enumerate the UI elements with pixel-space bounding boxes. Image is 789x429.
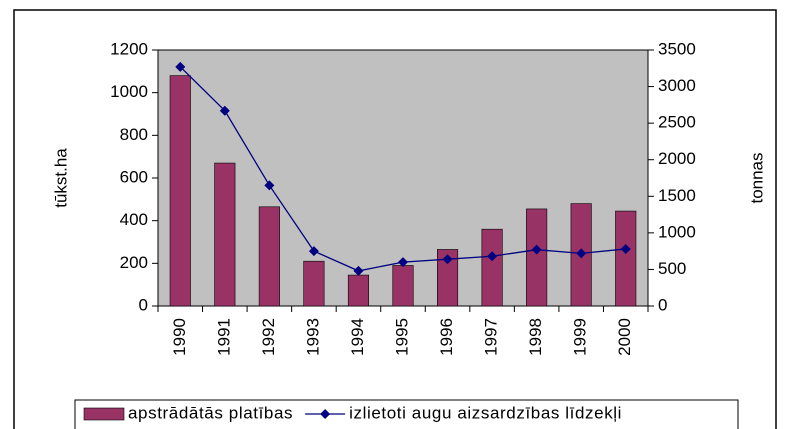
y2-tick-label: 0 xyxy=(658,295,667,314)
y-tick-label: 200 xyxy=(120,253,148,272)
x-tick-label: 1991 xyxy=(214,318,233,356)
y-axis-label: tūkst.ha xyxy=(51,148,70,208)
y2-tick-label: 3500 xyxy=(658,39,696,58)
line-marker xyxy=(398,257,408,268)
line-marker xyxy=(576,248,587,259)
y-tick-label: 800 xyxy=(120,125,148,144)
y2-tick-label: 500 xyxy=(658,259,686,278)
y-tick-label: 1200 xyxy=(110,39,148,58)
line-marker xyxy=(219,105,230,116)
x-tick-label: 1994 xyxy=(348,318,367,356)
line-marker xyxy=(531,244,542,255)
bar xyxy=(258,206,280,307)
bar xyxy=(436,249,459,307)
x-tick-label: 2000 xyxy=(615,318,634,356)
y-tick-label: 1000 xyxy=(110,82,148,101)
x-tick-label: 1997 xyxy=(482,318,501,356)
legend-label: apstrādātās platības xyxy=(128,403,293,422)
y2-tick-label: 2500 xyxy=(658,113,696,132)
x-tick-label: 1995 xyxy=(392,318,411,356)
bar xyxy=(169,75,191,307)
x-tick-label: 1996 xyxy=(437,318,456,356)
y2-tick-label: 1500 xyxy=(658,186,696,205)
y2-tick-label: 1000 xyxy=(658,222,696,241)
bar xyxy=(214,162,236,307)
line-marker xyxy=(620,243,631,254)
bar xyxy=(347,274,369,307)
legend-label: izlietoti augu aizsardzības līdzekļi xyxy=(349,403,622,422)
x-tick-label: 1999 xyxy=(571,318,590,356)
line-marker xyxy=(264,180,275,191)
line-marker xyxy=(442,254,453,265)
bar xyxy=(481,228,503,307)
y2-tick-label: 3000 xyxy=(658,76,696,95)
x-tick-label: 1992 xyxy=(259,318,278,356)
x-tick-label: 1993 xyxy=(303,318,322,356)
y2-tick-label: 2000 xyxy=(658,149,696,168)
y-tick-label: 600 xyxy=(120,167,148,186)
legend-swatch xyxy=(83,407,125,421)
bar xyxy=(303,260,325,307)
line-marker xyxy=(308,246,319,257)
legend-box xyxy=(74,399,739,429)
y-tick-label: 400 xyxy=(120,210,148,229)
y-tick-label: 0 xyxy=(139,295,148,314)
x-tick-label: 1998 xyxy=(526,318,545,356)
bar xyxy=(615,210,637,307)
x-tick-label: 1990 xyxy=(170,318,189,356)
legend-marker xyxy=(320,409,331,419)
line-marker xyxy=(487,251,498,262)
line-marker xyxy=(353,265,364,276)
bar xyxy=(392,265,414,307)
bar xyxy=(526,208,548,307)
line-marker xyxy=(175,61,186,72)
y2-axis-label: tonnas xyxy=(747,152,766,203)
